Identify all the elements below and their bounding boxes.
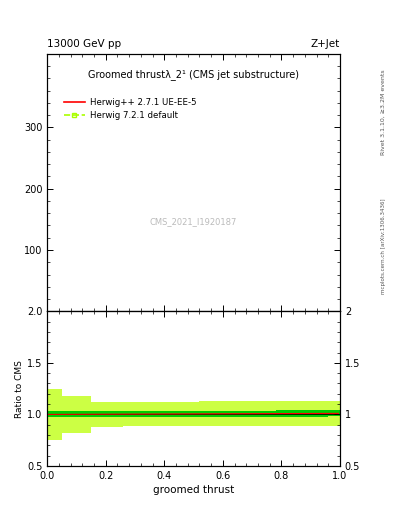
Text: Z+Jet: Z+Jet <box>311 38 340 49</box>
Y-axis label: Ratio to CMS: Ratio to CMS <box>15 360 24 418</box>
X-axis label: groomed thrust: groomed thrust <box>153 485 234 495</box>
Legend: Herwig++ 2.7.1 UE-EE-5, Herwig 7.2.1 default: Herwig++ 2.7.1 UE-EE-5, Herwig 7.2.1 def… <box>60 94 200 123</box>
Text: Groomed thrustλ_2¹ (CMS jet substructure): Groomed thrustλ_2¹ (CMS jet substructure… <box>88 69 299 80</box>
Text: CMS_2021_I1920187: CMS_2021_I1920187 <box>150 217 237 226</box>
Text: 13000 GeV pp: 13000 GeV pp <box>47 38 121 49</box>
Text: Rivet 3.1.10, ≥3.2M events: Rivet 3.1.10, ≥3.2M events <box>381 70 386 156</box>
Text: mcplots.cern.ch [arXiv:1306.3436]: mcplots.cern.ch [arXiv:1306.3436] <box>381 198 386 293</box>
